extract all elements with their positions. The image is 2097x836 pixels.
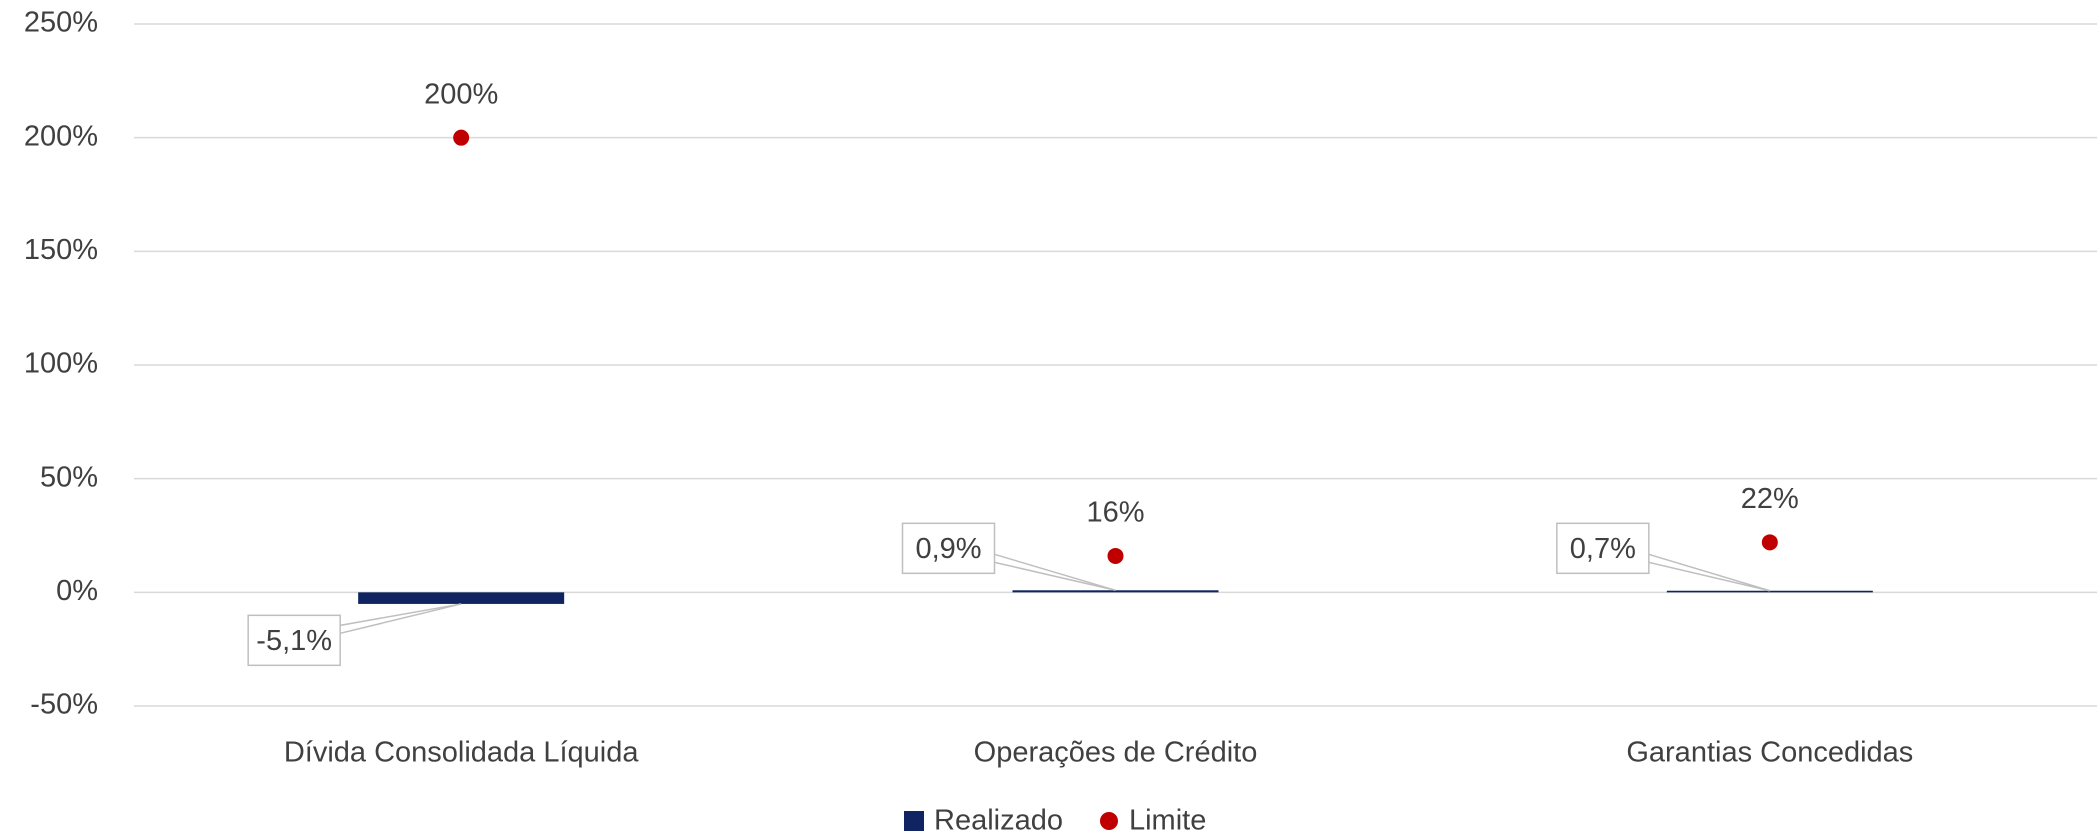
data-label: 200% bbox=[424, 78, 498, 110]
label-box bbox=[1556, 522, 1650, 575]
data-label: 0,9% bbox=[915, 533, 981, 565]
data-label: 16% bbox=[1086, 497, 1144, 529]
bar bbox=[358, 592, 565, 604]
leader-line bbox=[1648, 553, 1771, 592]
label-box bbox=[247, 614, 341, 667]
y-tick-label: 250% bbox=[24, 7, 98, 39]
legend-swatch bbox=[904, 811, 924, 831]
point bbox=[1761, 534, 1778, 551]
label-box bbox=[901, 522, 996, 575]
y-tick-label: 0% bbox=[56, 575, 98, 607]
x-tick-label: Operações de Crédito bbox=[974, 737, 1258, 769]
y-tick-label: 100% bbox=[24, 348, 98, 380]
legend-swatch bbox=[1099, 812, 1118, 830]
point bbox=[453, 129, 470, 146]
leader-line bbox=[994, 561, 1116, 592]
data-label: 0,7% bbox=[1570, 533, 1636, 565]
y-tick-label: 50% bbox=[40, 461, 98, 493]
x-tick-label: Garantias Concedidas bbox=[1626, 737, 1913, 769]
data-label: 22% bbox=[1741, 483, 1799, 515]
bar bbox=[1012, 590, 1219, 593]
y-tick-label: 200% bbox=[24, 120, 98, 152]
y-tick-label: 150% bbox=[24, 234, 98, 266]
y-tick-label: -50% bbox=[30, 689, 98, 721]
x-tick-label: Dívida Consolidada Líquida bbox=[284, 737, 640, 769]
legend-label: Limite bbox=[1129, 805, 1206, 836]
leader-line bbox=[994, 553, 1116, 592]
legend-label: Realizado bbox=[934, 805, 1063, 836]
leader-line bbox=[1648, 561, 1771, 592]
bar bbox=[1666, 590, 1873, 593]
data-label: -5,1% bbox=[256, 625, 332, 657]
leader-line bbox=[340, 603, 462, 627]
leader-line bbox=[339, 603, 462, 635]
point bbox=[1107, 547, 1124, 564]
